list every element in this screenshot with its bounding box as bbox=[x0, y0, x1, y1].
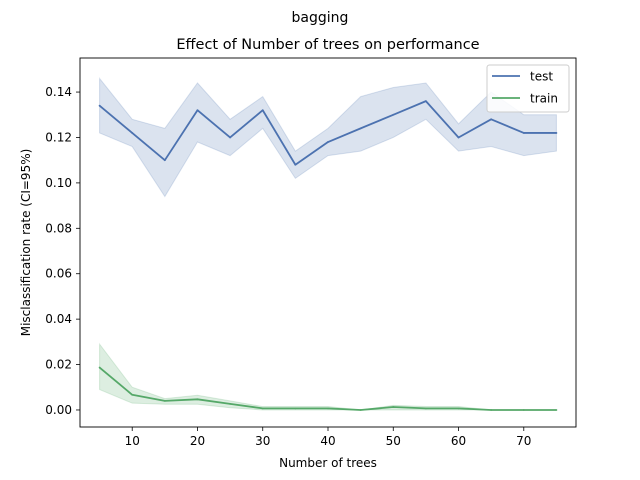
data-point-test bbox=[522, 132, 525, 134]
data-point-train bbox=[261, 407, 264, 410]
y-tick-label: 0.00 bbox=[45, 403, 72, 417]
y-axis-label: Misclassification rate (CI=95%) bbox=[19, 149, 33, 337]
x-axis: 10 20 30 40 50 60 70 bbox=[125, 427, 531, 448]
ci-bands bbox=[99, 77, 557, 411]
legend-label-test: test bbox=[530, 70, 553, 84]
y-tick-label: 0.08 bbox=[45, 221, 72, 235]
data-point-train bbox=[131, 393, 134, 396]
series-lines bbox=[98, 100, 558, 411]
legend-label-train: train bbox=[530, 92, 558, 106]
data-point-train bbox=[457, 407, 460, 410]
y-tick-label: 0.12 bbox=[45, 130, 72, 144]
data-point-train bbox=[229, 402, 232, 405]
data-point-test bbox=[490, 118, 493, 121]
data-point-test bbox=[196, 109, 199, 112]
y-tick-label: 0.04 bbox=[45, 312, 72, 326]
data-point-train bbox=[424, 407, 427, 410]
y-axis: 0.00 0.02 0.04 0.06 0.08 0.10 0.12 0.14 bbox=[45, 85, 80, 417]
x-tick-label: 10 bbox=[125, 434, 140, 448]
data-point-train bbox=[98, 366, 101, 369]
data-point-test bbox=[555, 132, 558, 134]
data-point-test bbox=[163, 159, 166, 162]
ci-band-test bbox=[99, 77, 557, 198]
x-tick-label: 20 bbox=[190, 434, 205, 448]
data-point-train bbox=[522, 409, 525, 411]
x-tick-label: 70 bbox=[516, 434, 531, 448]
data-point-test bbox=[294, 163, 297, 166]
x-tick-label: 50 bbox=[386, 434, 401, 448]
data-point-test bbox=[229, 136, 232, 139]
data-point-test bbox=[131, 132, 134, 134]
chart-suptitle: bagging bbox=[292, 10, 349, 26]
data-point-test bbox=[424, 100, 427, 103]
chart-title: Effect of Number of trees on performance bbox=[176, 37, 479, 53]
data-point-train bbox=[196, 398, 199, 401]
y-tick-label: 0.14 bbox=[45, 85, 72, 99]
data-point-test bbox=[261, 109, 264, 112]
y-tick-label: 0.02 bbox=[45, 358, 72, 372]
data-point-train bbox=[163, 399, 166, 402]
data-point-train bbox=[555, 409, 558, 411]
data-point-train bbox=[327, 407, 329, 410]
y-tick-label: 0.10 bbox=[45, 176, 72, 190]
x-tick-label: 30 bbox=[255, 434, 270, 448]
legend: test train bbox=[486, 64, 570, 113]
data-point-test bbox=[98, 104, 101, 107]
x-tick-label: 40 bbox=[320, 434, 335, 448]
data-point-train bbox=[359, 409, 362, 411]
data-point-test bbox=[359, 127, 362, 130]
x-tick-label: 60 bbox=[451, 434, 466, 448]
data-point-train bbox=[490, 409, 493, 411]
data-point-test bbox=[457, 136, 460, 139]
y-tick-label: 0.06 bbox=[45, 267, 72, 281]
data-point-train bbox=[294, 407, 297, 410]
data-point-test bbox=[327, 141, 329, 143]
data-point-test bbox=[392, 113, 395, 116]
x-axis-label: Number of trees bbox=[279, 456, 377, 470]
data-point-train bbox=[392, 406, 395, 408]
